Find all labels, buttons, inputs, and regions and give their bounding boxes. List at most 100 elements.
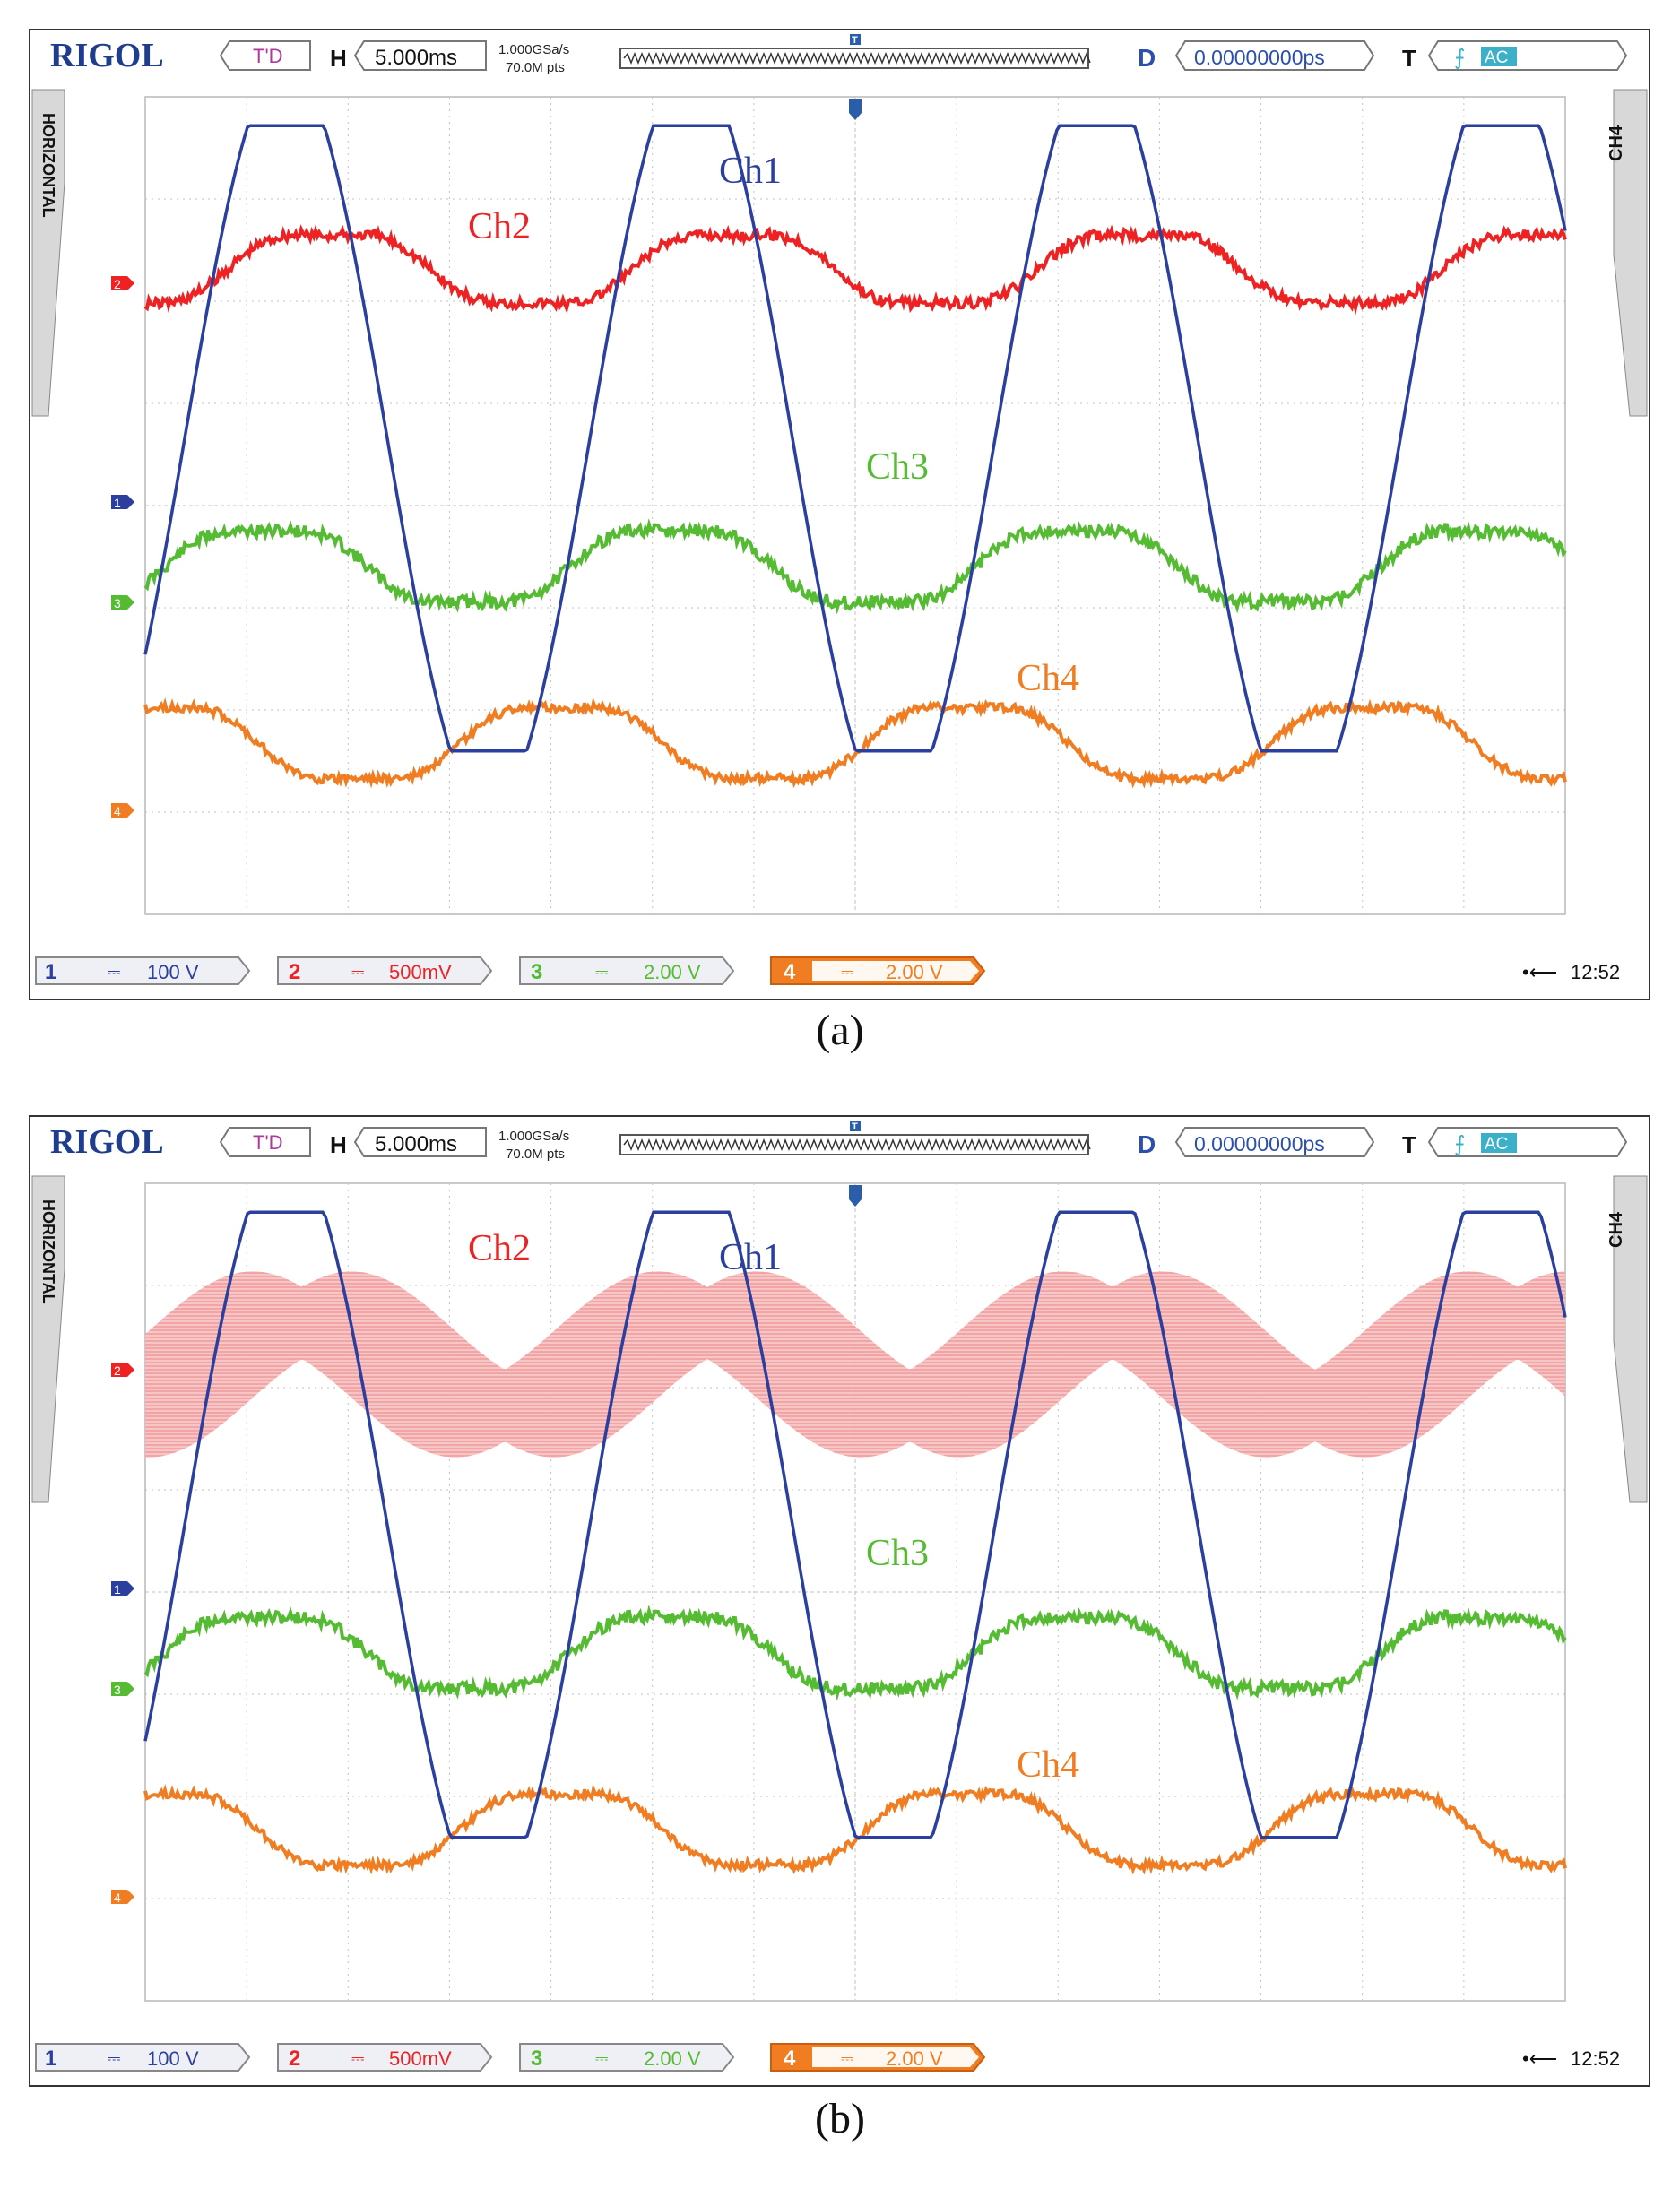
trigger-edge-icon: ⨍ [1454,46,1466,70]
svg-text:⎓: ⎓ [108,2049,120,2067]
svg-text:3: 3 [114,1683,121,1697]
memory-depth: 70.0M pts [506,60,565,75]
svg-text:2.00 V: 2.00 V [644,961,701,983]
t-label: T [1402,45,1416,72]
grid [144,96,1566,915]
svg-text:4: 4 [114,1891,121,1905]
t-label: T [1402,1131,1416,1158]
scope-screenshot-b: RIGOL T'D H 5.000ms 1.000GSa/s 70.0M pts… [29,1115,1650,2087]
ch2-trace [143,224,1567,316]
svg-text:3: 3 [531,2047,542,2071]
svg-text:1: 1 [114,1582,121,1597]
ch3-trace [143,517,1567,615]
timebase-value[interactable]: 5.000ms [375,46,457,70]
svg-text:2.00 V: 2.00 V [886,961,943,983]
ch2-trace-band [145,1271,1565,1458]
brand-logo: RIGOL [50,1123,164,1161]
ch4-label: CH4 [1606,1211,1626,1248]
horizontal-label: HORIZONTAL [39,113,57,218]
svg-text:⎓: ⎓ [351,963,364,981]
ch4-trace-label: Ch4 [1017,1744,1079,1786]
trigger-edge-icon: ⨍ [1454,1132,1466,1156]
svg-text:100 V: 100 V [147,961,199,983]
trigger-coupling[interactable]: AC [1485,48,1508,67]
trigger-position-icon: T [850,34,861,46]
svg-text:4: 4 [114,804,121,818]
svg-text:1: 1 [45,2047,56,2071]
ch4-scale-button[interactable]: 4 ⎓ 2.00 V [770,956,986,985]
svg-text:T: T [852,35,858,46]
ch2-scale-button[interactable]: 2 ⎓ 500mV [277,2043,493,2072]
d-label: D [1138,1130,1156,1158]
sample-rate: 1.000GSa/s [498,1129,569,1144]
svg-text:2.00 V: 2.00 V [886,2047,943,2070]
svg-text:⎓: ⎓ [841,2049,853,2067]
svg-text:3: 3 [531,960,542,984]
svg-text:1: 1 [45,960,56,984]
svg-text:⎓: ⎓ [595,963,608,981]
ch4-scale-button[interactable]: 4 ⎓ 2.00 V [770,2043,986,2072]
ch3-scale-button[interactable]: 3 ⎓ 2.00 V [519,2043,735,2072]
svg-text:100 V: 100 V [147,2047,199,2070]
usb-icon: •⟵ [1522,961,1557,983]
svg-text:2: 2 [114,277,121,291]
ch3-scale-button[interactable]: 3 ⎓ 2.00 V [519,956,735,985]
ch1-scale-button[interactable]: 1 ⎓ 100 V [35,2043,251,2072]
trigger-coupling[interactable]: AC [1485,1135,1508,1154]
channel-status-bar: 1 ⎓ 100 V 2 ⎓ 500mV 3 ⎓ 2.00 V 4 ⎓ [30,2031,1649,2085]
clock-time: 12:52 [1571,961,1620,983]
caption-a: (a) [816,1007,864,1054]
mode-button[interactable]: T'D [253,45,283,67]
ch4-trace-label: Ch4 [1017,658,1079,699]
channel-marker-4[interactable]: 4 [111,1890,134,1905]
mode-button[interactable]: T'D [253,1131,283,1154]
channel-marker-3[interactable]: 3 [111,595,134,610]
scope-screenshot-a: RIGOL T'D H 5.000ms 1.000GSa/s 70.0M pts… [29,29,1650,1000]
svg-text:2.00 V: 2.00 V [644,2047,701,2070]
svg-text:1: 1 [114,496,121,510]
horizontal-label: HORIZONTAL [39,1199,57,1304]
svg-text:2: 2 [289,960,300,984]
channel-marker-2[interactable]: 2 [111,276,134,291]
header-bar: RIGOL T'D H 5.000ms 1.000GSa/s 70.0M pts… [30,30,1649,86]
sample-rate: 1.000GSa/s [498,42,569,57]
channel-status-bar: 1 ⎓ 100 V 2 ⎓ 500mV 3 ⎓ 2.00 V 4 ⎓ [30,945,1649,999]
svg-text:⎓: ⎓ [108,963,120,981]
horizontal-side-tab[interactable]: HORIZONTAL [31,89,65,417]
timebase-value[interactable]: 5.000ms [375,1132,457,1156]
brand-logo: RIGOL [50,37,164,74]
svg-text:4: 4 [784,960,796,984]
channel-marker-4[interactable]: 4 [111,803,134,818]
caption-b: (b) [815,2095,865,2142]
channel-marker-3[interactable]: 3 [111,1682,134,1697]
channel-marker-1[interactable]: 1 [111,1581,134,1597]
ch1-trace-label: Ch1 [719,1237,782,1278]
clock-time: 12:52 [1571,2047,1620,2070]
ch2-trace-label: Ch2 [468,1228,531,1269]
ch3-trace [143,1604,1567,1701]
ch4-trace [143,1783,1567,1875]
ch1-trace-label: Ch1 [719,151,782,192]
header-bar: RIGOL T'D H 5.000ms 1.000GSa/s 70.0M pts… [30,1117,1649,1173]
ch1-trace [143,124,1567,753]
delay-value[interactable]: 0.00000000ps [1194,1132,1325,1155]
ch2-scale-button[interactable]: 2 ⎓ 500mV [277,956,493,985]
channel-marker-1[interactable]: 1 [111,495,134,510]
svg-text:⎓: ⎓ [841,963,853,981]
trigger-position-icon: T [850,1121,861,1132]
channel-marker-2[interactable]: 2 [111,1363,134,1378]
delay-value[interactable]: 0.00000000ps [1194,46,1325,69]
ch4-trace [143,697,1567,789]
memory-depth: 70.0M pts [506,1147,565,1162]
h-label: H [330,45,347,72]
svg-text:⎓: ⎓ [351,2049,364,2067]
ch4-side-tab[interactable]: CH4 [1606,1175,1648,1503]
svg-text:2: 2 [289,2047,300,2071]
ch1-scale-button[interactable]: 1 ⎓ 100 V [35,956,251,985]
usb-icon: •⟵ [1522,2047,1557,2070]
svg-text:2: 2 [114,1363,121,1378]
ch4-side-tab[interactable]: CH4 [1606,89,1648,417]
ch2-trace-label: Ch2 [468,206,531,247]
ch3-trace-label: Ch3 [866,446,929,488]
horizontal-side-tab[interactable]: HORIZONTAL [31,1175,65,1503]
